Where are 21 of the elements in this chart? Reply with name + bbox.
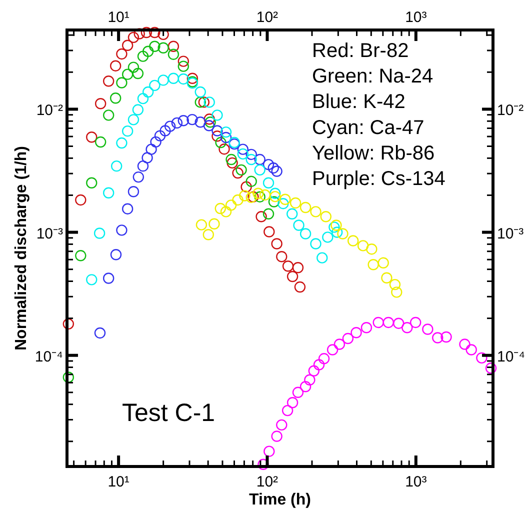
y-tick-label: 10⁻³	[497, 225, 524, 242]
annotation: Blue: K-42	[312, 91, 406, 114]
y-axis-title: Normalized discharge (1/h)	[13, 146, 30, 350]
text: 10⁻⁴	[34, 348, 63, 366]
text: 10²	[256, 474, 278, 490]
x-axis-title: Time (h)	[249, 492, 311, 508]
annotation: Cyan: Ca-47	[312, 116, 424, 139]
text: 10³	[405, 474, 427, 490]
text: 10⁻³	[36, 225, 63, 242]
annotation: Yellow: Rb-86	[312, 142, 435, 164]
x-tick-label: 10²	[256, 9, 278, 26]
y-tick-label: 10⁻⁴	[497, 348, 526, 366]
x-tick-label: 10¹	[108, 9, 130, 26]
annotation: Green: Na-24	[312, 66, 434, 88]
x-tick-label: 10³	[405, 9, 427, 26]
annotation: Red: Br-82	[312, 40, 409, 62]
text: 10¹	[108, 474, 130, 490]
y-tick-label: 10⁻²	[497, 102, 524, 120]
annotation: Test C-1	[122, 399, 216, 427]
text: 10⁻²	[36, 102, 63, 120]
annotation: Purple: Cs-134	[312, 168, 446, 190]
